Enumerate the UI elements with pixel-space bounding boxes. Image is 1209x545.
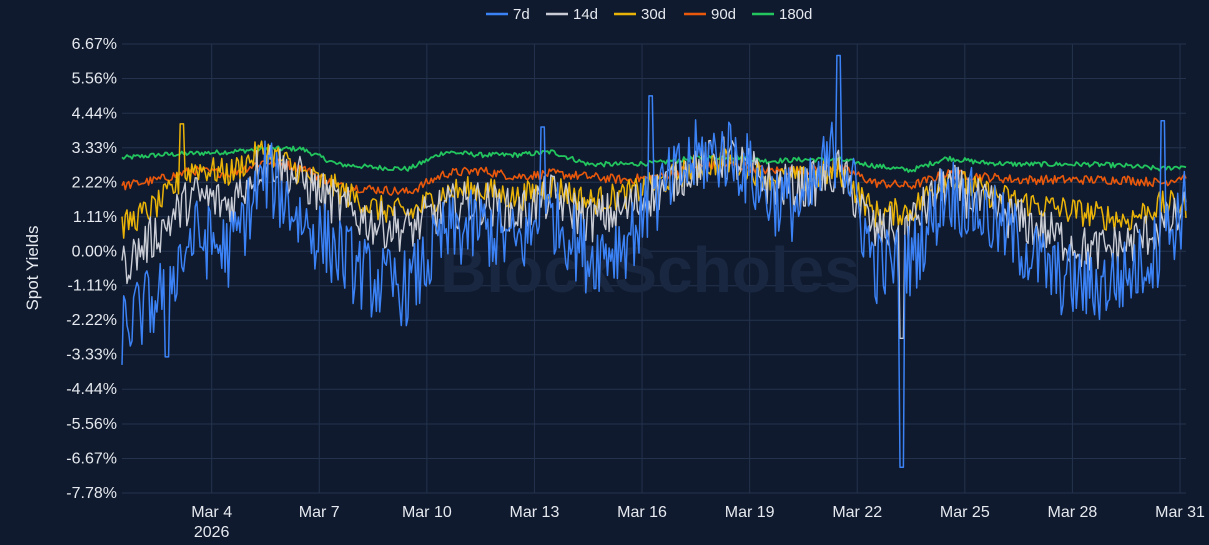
x-tick-label: Mar 31 [1155,504,1205,521]
legend[interactable]: 7d 14d 30d 90d 180d [486,6,812,23]
x-tick-label: Mar 28 [1048,504,1098,521]
x-tick-label: Mar 25 [940,504,990,521]
y-tick-label: -7.78% [66,485,117,502]
y-tick-label: -4.44% [66,381,117,398]
y-tick-label: 5.56% [72,70,117,87]
x-tick-sublabel: 2026 [194,524,230,540]
y-tick-label: 3.33% [72,140,117,157]
watermark-text: BlockScholes [440,234,860,306]
legend-label: 30d [641,6,666,23]
y-tick-label: -5.56% [66,416,117,433]
x-tick-label: Mar 19 [725,504,775,521]
x-tick-label: Mar 22 [832,504,882,521]
y-tick-label: 6.67% [72,36,117,53]
legend-label: 180d [779,6,812,23]
series-line-7d [121,54,1187,468]
series-line-30d [121,123,1187,239]
y-tick-label: 1.11% [73,209,117,226]
x-tick-label: Mar 7 [299,504,340,521]
y-tick-label: 4.44% [72,105,117,122]
x-tick-label: Mar 10 [402,504,452,521]
x-tick-label: Mar 13 [510,504,560,521]
y-tick-label: -3.33% [66,347,117,364]
legend-item-7d[interactable]: 7d [486,6,530,23]
x-tick-label: Mar 4 [191,504,232,521]
legend-label: 90d [711,6,736,23]
x-axis-ticks: Mar 4 2026 Mar 7 Mar 10 Mar 13 Mar 16 Mar 19 Ma… [191,504,1205,541]
y-axis-ticks: 6.67% 5.56% 4.44% 3.33% 2.22% 1.11% 0.00% -1.11… [66,36,117,502]
y-tick-label: -2.22% [66,312,117,329]
y-tick-label: 2.22% [72,174,117,191]
x-tick-label: Mar 16 [617,504,667,521]
legend-item-180d[interactable]: 180d [752,6,812,23]
legend-label: 14d [573,6,598,23]
legend-label: 7d [513,6,530,23]
legend-item-90d[interactable]: 90d [684,6,736,23]
series-line-14d [121,136,1187,339]
y-tick-label: -1.11% [67,278,117,295]
y-tick-label: 0.00% [72,243,117,260]
y-axis-title: Spot Yields [23,225,42,310]
legend-item-14d[interactable]: 14d [546,6,598,23]
legend-item-30d[interactable]: 30d [614,6,666,23]
y-tick-label: -6.67% [66,451,117,468]
series-lines [121,54,1187,468]
